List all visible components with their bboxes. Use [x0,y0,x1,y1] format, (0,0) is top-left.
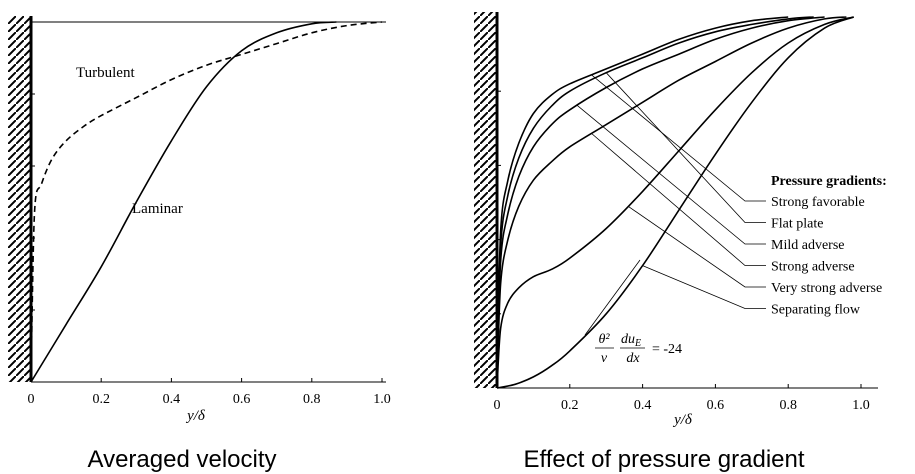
x-tick-label-right-4: 0.8 [779,398,797,413]
annotation-leader [584,259,641,336]
x-tick-label-left-5: 1.0 [373,392,391,407]
caption-left: Averaged velocity [88,446,277,473]
series-left [30,21,383,383]
leader-separating-flow [642,265,766,309]
x-tick-label-right-5: 1.0 [852,398,870,413]
label-laminar: Laminar [132,201,183,217]
x-tick-label-left-2: 0.4 [163,392,181,407]
leader-strong-adverse [591,133,766,266]
annotation-formula: θ² ν duE dx = -24 [584,259,682,366]
leader-mild-adverse [576,104,766,245]
formula-nu-denominator: ν [601,351,608,366]
x-tick-label-right-1: 0.2 [561,398,579,413]
leader-very-strong-adverse [627,205,766,288]
label-turbulent: Turbulent [76,65,135,81]
leader-flat-plate [605,72,766,223]
x-tick-label-right-3: 0.6 [707,398,725,413]
formula-rhs: = -24 [652,342,682,357]
series-flat-plate [496,16,814,389]
leader-lines [576,72,766,309]
x-ticks-left: 0 0.2 0.4 0.6 0.8 1.0 [28,378,391,407]
formula-du: duE [621,332,641,349]
legend-item-separating-flow: Separating flow [771,303,861,318]
series-strong-favorable [496,16,789,389]
x-axis-label-right: y/δ [672,412,693,428]
legend: Strong favorable Flat plate Mild adverse St… [771,195,882,318]
x-tick-label-left-3: 0.6 [233,392,251,407]
series-turbulent [30,21,383,383]
wall-hatch-right [474,12,496,388]
x-tick-label-right-2: 0.4 [634,398,652,413]
legend-item-strong-favorable: Strong favorable [771,195,865,210]
x-tick-label-right-0: 0 [494,398,501,413]
x-ticks-right: 0 0.2 0.4 0.6 0.8 1.0 [494,384,870,413]
x-tick-label-left-0: 0 [28,392,35,407]
series-very-strong-adverse [496,16,854,389]
chart-right: 0 0.2 0.4 0.6 0.8 1.0 Pressure gradients: Str… [474,12,887,428]
formula-theta-numerator: θ² [598,332,610,347]
caption-right: Effect of pressure gradient [523,446,804,473]
legend-item-strong-adverse: Strong adverse [771,260,855,275]
legend-item-mild-adverse: Mild adverse [771,238,844,253]
wall-hatch-left [8,16,30,382]
series-mild-adverse [496,16,825,389]
series-strong-adverse [496,16,847,389]
x-tick-label-left-4: 0.8 [303,392,321,407]
series-laminar [30,21,337,383]
formula-dx: dx [626,351,640,366]
leader-strong-favorable [591,74,766,202]
legend-title: Pressure gradients: [771,174,887,189]
legend-item-very-strong-adverse: Very strong adverse [771,281,882,296]
x-axis-label-left: y/δ [185,408,206,424]
x-tick-label-left-1: 0.2 [92,392,110,407]
chart-left: 0 0.2 0.4 0.6 0.8 1.0 Turbulent Laminar y/δ [8,16,391,424]
legend-item-flat-plate: Flat plate [771,217,824,232]
